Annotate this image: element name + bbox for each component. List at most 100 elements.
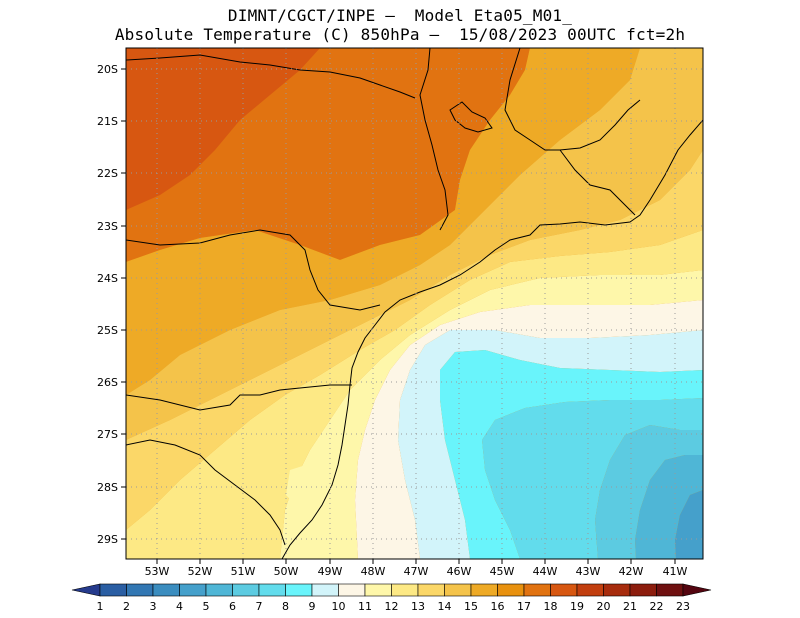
field-12	[355, 300, 703, 559]
colorbar-label: 22	[650, 600, 664, 613]
lat-label: 27S	[97, 428, 118, 441]
lat-label: 29S	[97, 533, 118, 546]
colorbar-swatch	[523, 583, 551, 597]
field-8	[595, 425, 703, 559]
colorbar-swatch	[99, 583, 127, 597]
lon-label: 49W	[318, 565, 343, 578]
colorbar-label: 8	[282, 600, 289, 613]
lon-label: 50W	[274, 565, 299, 578]
colorbar-label: 6	[229, 600, 236, 613]
colorbar-label: 18	[544, 600, 558, 613]
field-15	[126, 150, 703, 530]
latitude-labels: 20S 21S 22S 23S 24S 25S 26S 27S 28S 29S	[97, 63, 118, 546]
field-14	[126, 230, 703, 559]
field-16	[126, 48, 703, 440]
colorbar-label: 9	[309, 600, 316, 613]
title-line-2: Absolute Temperature (C) 850hPa – 15/08/…	[114, 25, 686, 44]
colorbar-swatch	[232, 583, 260, 597]
colorbar-swatch	[152, 583, 180, 597]
lon-label: 42W	[619, 565, 644, 578]
colorbar-swatch	[417, 583, 445, 597]
colorbar-swatch	[258, 583, 286, 597]
axis-ticks	[121, 68, 676, 564]
colorbar-label: 17	[517, 600, 531, 613]
lon-label: 51W	[231, 565, 256, 578]
field-20	[126, 48, 320, 210]
lat-label: 21S	[97, 115, 118, 128]
lat-label: 24S	[97, 272, 118, 285]
grid-lines	[126, 48, 703, 559]
colorbar-label: 1	[97, 600, 104, 613]
longitude-labels: 53W 52W 51W 50W 49W 48W 47W 46W 45W 44W …	[145, 565, 688, 578]
colorbar-label: 21	[623, 600, 637, 613]
colorbar-label: 13	[411, 600, 425, 613]
temperature-field	[126, 48, 703, 559]
colorbar-label: 19	[570, 600, 584, 613]
colorbar-arrow-high	[682, 583, 712, 597]
colorbar-label: 5	[203, 600, 210, 613]
state-border-6	[559, 149, 636, 216]
field-11	[398, 330, 703, 559]
colorbar-swatch	[205, 583, 233, 597]
colorbar-swatch	[497, 583, 525, 597]
lat-label: 25S	[97, 324, 118, 337]
lon-label: 47W	[404, 565, 429, 578]
lat-label: 23S	[97, 220, 118, 233]
coastlines-and-borders	[126, 48, 703, 559]
colorbar-swatch	[391, 583, 419, 597]
colorbar-swatch	[629, 583, 657, 597]
colorbar-label: 23	[676, 600, 690, 613]
colorbar-label: 14	[438, 600, 452, 613]
colorbar-label: 7	[256, 600, 263, 613]
colorbar-label: 15	[464, 600, 478, 613]
colorbar-label: 3	[150, 600, 157, 613]
colorbar-label: 12	[385, 600, 399, 613]
lon-label: 44W	[533, 565, 558, 578]
colorbar-swatch	[285, 583, 313, 597]
colorbar-swatch	[603, 583, 631, 597]
field-17	[126, 48, 640, 395]
colorbar-label: 11	[358, 600, 372, 613]
colorbar-swatch	[470, 583, 498, 597]
lon-label: 48W	[361, 565, 386, 578]
state-border-1	[419, 48, 449, 231]
colorbar-label: 10	[332, 600, 346, 613]
lon-label: 43W	[576, 565, 601, 578]
colorbar-arrow-low	[71, 583, 101, 597]
field-13-patch	[286, 462, 330, 510]
field-9	[482, 398, 703, 559]
lat-label: 20S	[97, 63, 118, 76]
state-border-5	[504, 48, 641, 151]
colorbar-swatch	[126, 583, 154, 597]
state-border-4	[126, 439, 286, 546]
field-6	[675, 490, 703, 559]
lon-label: 46W	[447, 565, 472, 578]
colorbar-swatch	[576, 583, 604, 597]
colorbar-swatch	[444, 583, 472, 597]
lon-label: 52W	[188, 565, 213, 578]
lat-label: 28S	[97, 481, 118, 494]
field-13	[280, 270, 703, 559]
state-border-2	[126, 229, 381, 311]
title-line-1: DIMNT/CGCT/INPE – Model Eta05_M01_	[227, 6, 573, 25]
field-7	[635, 455, 703, 559]
colorbar-swatch	[311, 583, 339, 597]
colorbar: 1 2 3 4 5 6 7 8 9 10 11 12 13 14 15 16 17 18 19 20 21 22 23	[71, 583, 712, 613]
lon-label: 45W	[490, 565, 515, 578]
colorbar-label: 16	[491, 600, 505, 613]
lat-label: 26S	[97, 376, 118, 389]
colorbar-label: 20	[597, 600, 611, 613]
colorbar-swatch	[179, 583, 207, 597]
reservoir	[449, 101, 493, 133]
lon-label: 53W	[145, 565, 170, 578]
colorbar-swatch	[656, 583, 684, 597]
colorbar-swatch	[550, 583, 578, 597]
colorbar-label: 2	[123, 600, 130, 613]
lon-label: 41W	[663, 565, 688, 578]
plot-frame	[125, 47, 704, 560]
coastline	[281, 119, 703, 559]
state-border-3	[126, 384, 352, 411]
field-10	[440, 350, 703, 559]
colorbar-swatch	[364, 583, 392, 597]
